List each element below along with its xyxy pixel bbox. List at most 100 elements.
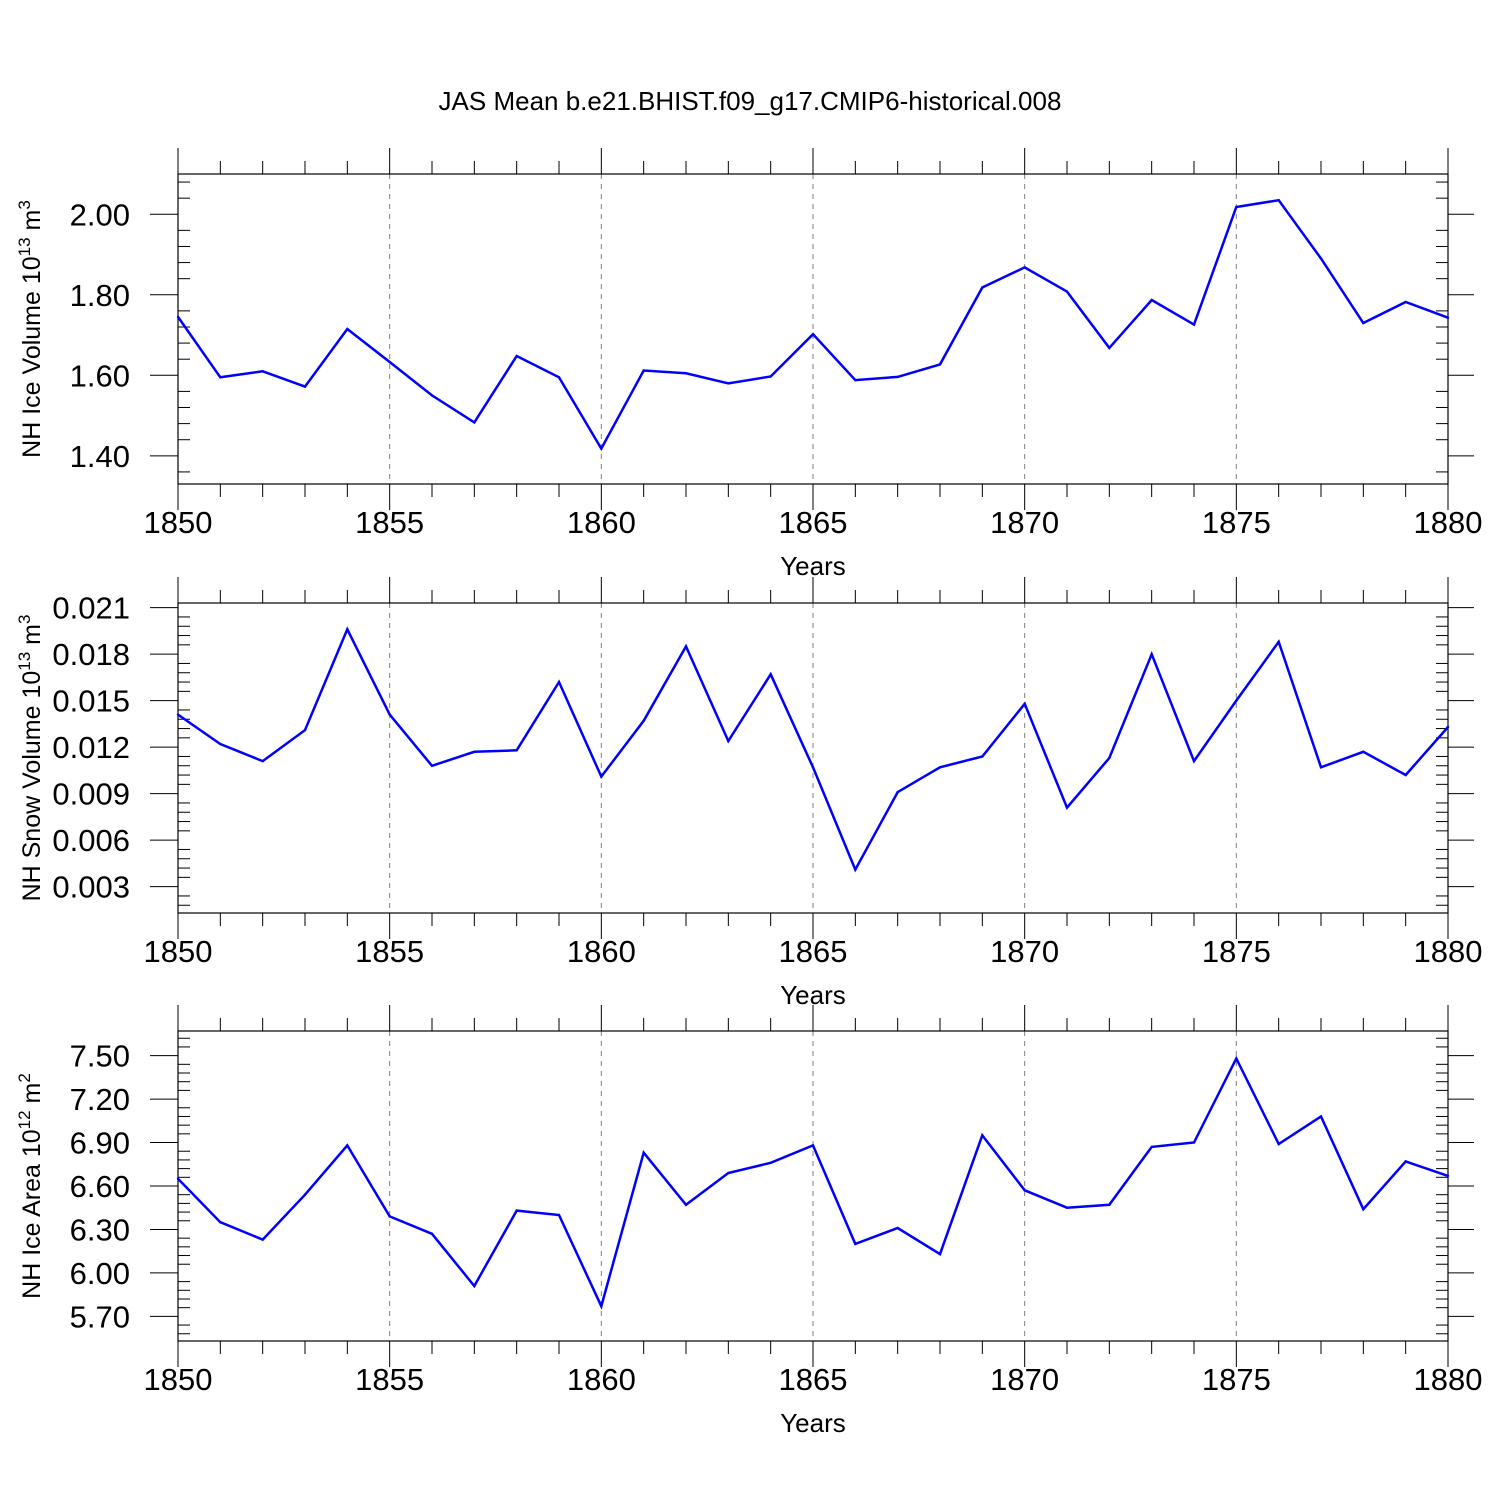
data-point — [1277, 1142, 1280, 1146]
y-tick-label: 5.70 — [70, 1299, 130, 1334]
data-point — [1362, 750, 1365, 753]
y-tick-label: 7.20 — [70, 1082, 130, 1117]
data-point — [1065, 806, 1069, 809]
data-point — [1108, 756, 1111, 760]
y-axis-label: NH Snow Volume 1013 m3 — [15, 615, 46, 902]
data-point — [642, 369, 645, 372]
data-point — [1108, 1203, 1111, 1207]
data-point — [600, 447, 603, 450]
data-point — [1150, 652, 1153, 656]
x-tick-label: 1870 — [990, 1362, 1059, 1397]
data-point — [430, 764, 434, 767]
data-point — [769, 1161, 772, 1165]
y-tick-label: 0.015 — [52, 684, 130, 719]
data-point — [727, 382, 730, 385]
data-point — [473, 750, 476, 753]
data-point — [219, 1221, 222, 1224]
data-point — [1023, 1189, 1026, 1192]
data-point — [811, 333, 815, 336]
data-point — [1235, 1057, 1238, 1060]
x-tick-label: 1860 — [567, 505, 636, 540]
x-tick-label: 1865 — [779, 934, 848, 969]
data-point — [346, 1144, 349, 1147]
data-point — [769, 375, 772, 378]
data-point — [938, 363, 942, 366]
x-tick-label: 1870 — [990, 505, 1059, 540]
x-axis-label: Years — [780, 551, 846, 581]
data-point — [1362, 1207, 1365, 1211]
data-point — [388, 360, 391, 364]
data-point — [557, 376, 561, 379]
data-point — [261, 759, 264, 763]
data-point — [515, 354, 518, 358]
data-point — [642, 719, 645, 722]
data-point — [1277, 198, 1280, 202]
data-point — [176, 315, 180, 319]
data-point — [1192, 759, 1196, 763]
data-point — [1319, 257, 1323, 260]
data-point — [642, 1151, 645, 1154]
data-point — [896, 375, 899, 379]
x-tick-label: 1880 — [1414, 934, 1483, 969]
chart-panel-2: 1850 1855 1860 1865 1870 1875 1880Years0.0030.… — [15, 577, 1482, 1010]
figure-title: JAS Mean b.e21.BHIST.f09_g17.CMIP6-histo… — [439, 86, 1062, 116]
y-axis-label-main: NH Ice Area 10 — [18, 1129, 46, 1299]
y-axis-label-unit-exponent: 3 — [15, 615, 34, 624]
data-point — [684, 645, 688, 648]
y-axis-label-unit-exponent: 2 — [15, 1073, 34, 1082]
data-point — [854, 1242, 857, 1246]
x-tick-label: 1880 — [1414, 505, 1483, 540]
data-point — [1150, 1145, 1153, 1149]
y-tick-label: 6.30 — [70, 1212, 130, 1247]
data-point — [981, 755, 984, 758]
x-tick-label: 1870 — [990, 934, 1059, 969]
y-axis-label: NH Ice Volume 1013 m3 — [15, 200, 46, 458]
data-point — [981, 1134, 984, 1137]
y-tick-label: 2.00 — [70, 197, 130, 232]
data-point — [1362, 321, 1365, 325]
data-point — [1446, 725, 1450, 729]
y-axis-label-unit: m — [18, 1083, 46, 1111]
data-point — [1404, 1160, 1407, 1163]
x-tick-label: 1865 — [779, 505, 848, 540]
data-point — [769, 673, 772, 676]
data-point — [219, 376, 222, 379]
data-point — [388, 1215, 391, 1218]
data-point — [388, 713, 391, 716]
data-point — [557, 680, 561, 684]
x-tick-label: 1855 — [355, 505, 424, 540]
y-tick-label: 0.006 — [52, 823, 130, 858]
y-axis-label: NH Ice Area 1012 m2 — [15, 1073, 46, 1299]
data-point — [1404, 773, 1407, 777]
y-axis-label-unit-exponent: 3 — [15, 200, 34, 209]
y-axis-label-unit: m — [18, 210, 46, 238]
data-point — [261, 1238, 264, 1241]
y-axis-label-exponent: 13 — [15, 237, 34, 256]
data-point — [1023, 266, 1026, 269]
data-point — [346, 628, 349, 631]
data-point — [854, 378, 857, 382]
y-tick-label: 6.60 — [70, 1169, 130, 1204]
x-tick-label: 1850 — [144, 934, 213, 969]
data-point — [727, 1171, 730, 1175]
chart-panel-1: 1850 1855 1860 1865 1870 1875 1880 Years 1.40 1.6… — [15, 148, 1482, 581]
data-point — [1192, 1141, 1196, 1144]
data-point — [727, 739, 730, 743]
data-point — [684, 372, 688, 375]
y-tick-label: 6.90 — [70, 1126, 130, 1161]
data-point — [1235, 699, 1238, 702]
x-tick-label: 1875 — [1202, 934, 1271, 969]
x-tick-label: 1855 — [355, 1362, 424, 1397]
data-point — [176, 713, 180, 716]
x-tick-label: 1850 — [144, 1362, 213, 1397]
data-point — [896, 1226, 899, 1230]
data-point — [1446, 316, 1450, 319]
x-tick-label: 1865 — [779, 1362, 848, 1397]
x-tick-label: 1875 — [1202, 1362, 1271, 1397]
y-axis-label-exponent: 12 — [15, 1110, 34, 1129]
data-point — [1065, 290, 1069, 293]
y-tick-label: 1.60 — [70, 358, 130, 393]
data-point — [1150, 298, 1153, 302]
data-point — [1235, 205, 1238, 209]
